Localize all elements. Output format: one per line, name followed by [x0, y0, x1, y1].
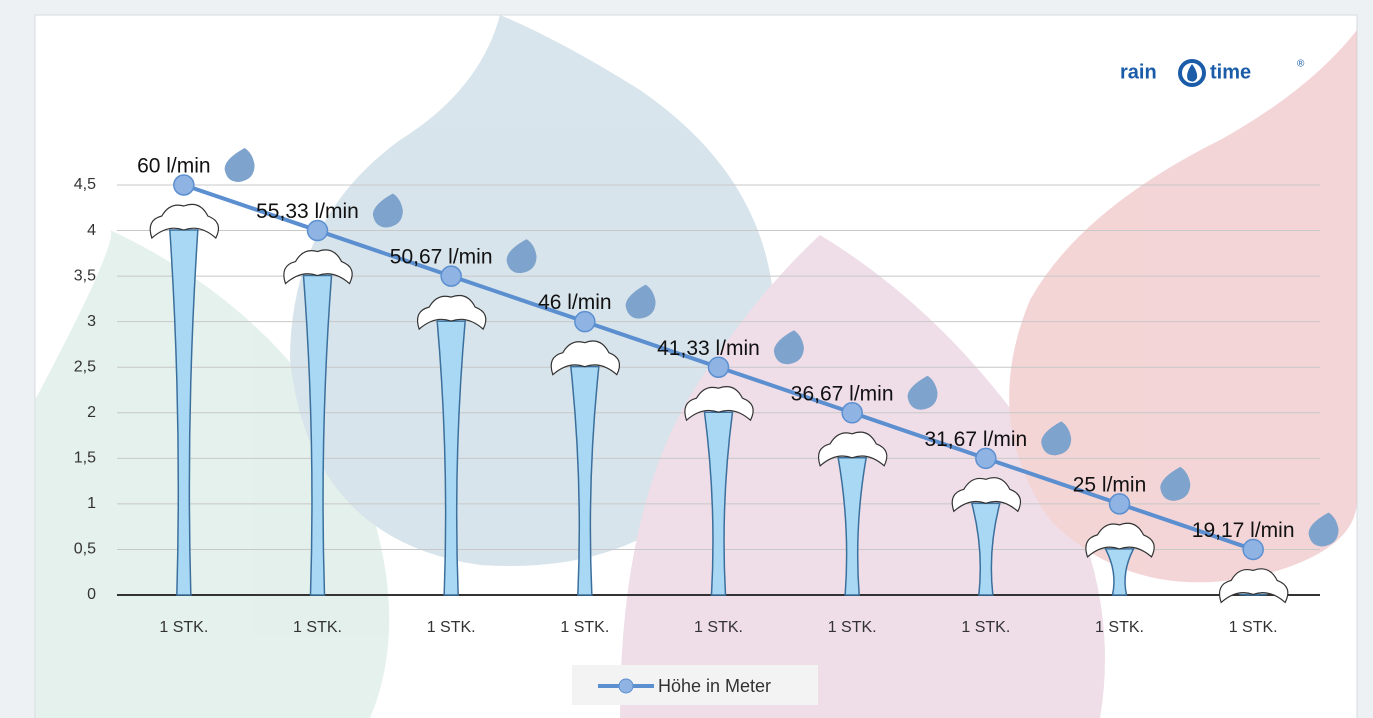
fountain-stem [1104, 548, 1135, 596]
point-marker [841, 402, 863, 424]
annotation: 19,17 l/min [1192, 519, 1295, 542]
annotation: 41,33 l/min [657, 337, 760, 360]
fountain-spray [550, 340, 621, 376]
fountain-spray [817, 431, 888, 467]
point-marker [707, 356, 730, 378]
drop-icon [372, 193, 403, 228]
point-marker [574, 310, 596, 333]
logo-right: time [1210, 61, 1251, 83]
logo-left: rain [1120, 61, 1157, 83]
legend-marker [618, 678, 634, 694]
fountain-spray [1218, 568, 1289, 604]
legend-label: Höhe in Meter [658, 676, 771, 696]
fountain-stem [436, 320, 466, 596]
fountain-spray [283, 249, 353, 285]
point-marker [173, 174, 195, 196]
drop-icon [506, 239, 537, 274]
logo-icon [1178, 59, 1206, 87]
drop-icon [1308, 512, 1339, 547]
fountain-stem [570, 365, 600, 596]
fountain-spray [951, 477, 1022, 513]
x-tick-label: 1 STK. [828, 619, 877, 636]
x-tick-label: 1 STK. [560, 619, 609, 636]
logo-drop [1187, 64, 1198, 82]
fountain-stem [703, 411, 734, 596]
drop-icon [224, 148, 255, 182]
point-marker [1108, 493, 1131, 515]
fountain-stem [837, 457, 868, 596]
fountain-spray [149, 203, 220, 240]
fountain-spray [684, 385, 754, 422]
y-tick-label: 1,5 [74, 450, 96, 467]
fountain-stem [169, 229, 199, 596]
annotation: 36,67 l/min [791, 382, 894, 405]
annotation: 25 l/min [1073, 473, 1147, 496]
drop-icon [625, 284, 656, 319]
annotation: 31,67 l/min [924, 428, 1027, 451]
y-tick-label: 4,5 [74, 176, 96, 193]
y-tick-label: 4 [87, 222, 96, 239]
point-marker [975, 447, 997, 470]
shape-blue [290, 15, 775, 567]
legend: Höhe in Meter [572, 665, 818, 705]
logo: rain time ® [1120, 59, 1305, 87]
fountain-spray [1085, 522, 1155, 558]
y-tick-label: 3 [87, 313, 96, 330]
x-tick-label: 1 STK. [1229, 619, 1278, 636]
point-marker [440, 265, 462, 287]
point-marker [306, 219, 329, 242]
drop-icon [1041, 421, 1072, 456]
y-tick-label: 0 [87, 586, 96, 603]
drop-icon [1160, 466, 1191, 501]
logo-mark: ® [1297, 59, 1305, 70]
y-tick-label: 2 [87, 404, 96, 421]
point-marker [1242, 538, 1264, 561]
fountain-stem [302, 274, 333, 596]
annotation: 60 l/min [137, 155, 211, 178]
shape-red [1009, 30, 1357, 583]
drop-icon [773, 330, 804, 365]
x-tick-label: 1 STK. [159, 619, 208, 636]
y-tick-label: 1 [87, 495, 96, 512]
x-tick-label: 1 STK. [694, 619, 743, 636]
drop-icon [907, 375, 938, 410]
x-tick-label: 1 STK. [427, 619, 476, 636]
x-tick-label: 1 STK. [1095, 619, 1144, 636]
fountain-stem [970, 502, 1001, 596]
y-tick-label: 3,5 [74, 267, 96, 284]
y-tick-label: 0,5 [74, 541, 96, 558]
annotation: 50,67 l/min [390, 246, 493, 269]
annotation: 46 l/min [538, 291, 612, 314]
x-tick-label: 1 STK. [293, 619, 342, 636]
x-tick-label: 1 STK. [961, 619, 1010, 636]
y-tick-label: 2,5 [74, 358, 96, 375]
annotation: 55,33 l/min [256, 200, 359, 223]
fountain-spray [416, 294, 487, 331]
